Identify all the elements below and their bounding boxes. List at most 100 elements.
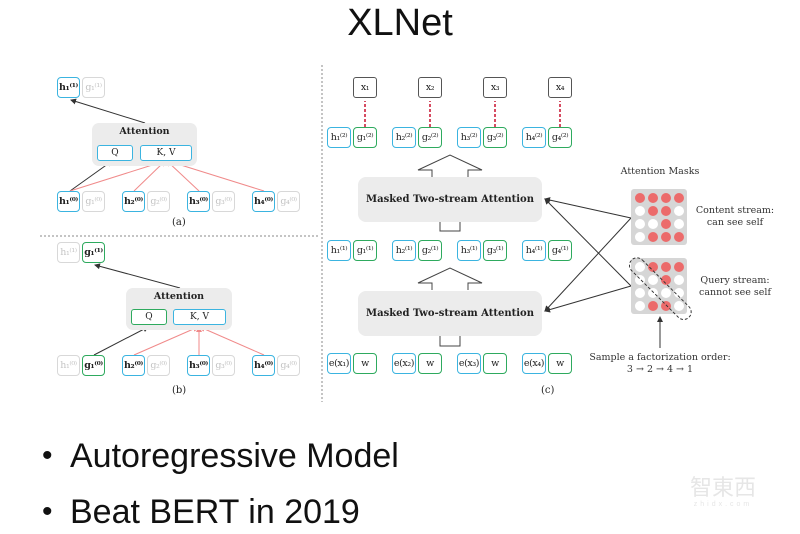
mask-dot-masked xyxy=(648,288,658,298)
h-token: h₂⁽¹⁾ xyxy=(392,240,416,261)
content-stream-note: Content stream: can see self xyxy=(690,205,780,229)
kv-edge xyxy=(69,159,166,192)
output-edge-a xyxy=(70,98,146,124)
mask-dot-visible xyxy=(674,262,684,272)
masked-two-stream-attention-1: Masked Two-stream Attention xyxy=(358,291,542,336)
masked-two-stream-attention-2: Masked Two-stream Attention xyxy=(358,177,542,222)
attention-block-b: Attention Q K, V xyxy=(126,288,232,330)
g-token: g₁⁽¹⁾ xyxy=(82,242,105,263)
bullet-text: Beat BERT in 2019 xyxy=(70,492,360,531)
mask-dot-masked xyxy=(674,301,684,311)
query-box: Q xyxy=(131,309,167,325)
diagram-connectors xyxy=(40,65,663,402)
g-token: g₃⁽¹⁾ xyxy=(483,240,507,261)
g-token: g₄⁽⁰⁾ xyxy=(277,355,300,376)
content-mask-grid xyxy=(631,189,687,245)
caption-a: (a) xyxy=(172,217,186,228)
mask-dot-visible xyxy=(661,301,671,311)
mask-dot-masked xyxy=(635,288,645,298)
h-token: h₄⁽⁰⁾ xyxy=(252,355,275,376)
h-token: h₄⁽¹⁾ xyxy=(522,240,546,261)
query-stream-sublabel: cannot see self xyxy=(699,287,771,298)
bullet-item: • Autoregressive Model xyxy=(42,428,399,484)
output-token-x: x₁ xyxy=(353,77,377,98)
key-value-box: K, V xyxy=(173,309,226,325)
h-token: h₂⁽⁰⁾ xyxy=(122,355,145,376)
query-mask-grid xyxy=(625,254,695,324)
mask-dot-visible xyxy=(635,193,645,203)
g-token: g₃⁽⁰⁾ xyxy=(212,355,235,376)
mask-dot-visible xyxy=(661,232,671,242)
bullet-dot-icon: • xyxy=(42,495,53,528)
bullet-text: Autoregressive Model xyxy=(70,436,399,475)
content-stream-sublabel: can see self xyxy=(706,217,764,228)
mask-dot-masked xyxy=(648,219,658,229)
caption-c: (c) xyxy=(541,385,555,396)
query-stream-note: Query stream: cannot see self xyxy=(690,275,780,299)
up-arrow-icon xyxy=(417,267,483,290)
query-box: Q xyxy=(97,145,133,161)
caption-b: (b) xyxy=(172,385,187,396)
h-token: h₃⁽¹⁾ xyxy=(457,240,481,261)
g-token: g₂⁽²⁾ xyxy=(418,127,442,148)
mask-dot-masked xyxy=(635,275,645,285)
bullet-dot-icon: • xyxy=(42,439,53,472)
h-token: h₃⁽⁰⁾ xyxy=(187,355,210,376)
stem-connector xyxy=(439,222,461,232)
attention-block-a: Attention Q K, V xyxy=(92,123,197,166)
content-stream-label: Content stream: xyxy=(695,205,775,216)
ex-token: e(x₁) xyxy=(327,353,351,374)
mask-dot-visible xyxy=(661,206,671,216)
mask-dot-masked xyxy=(648,275,658,285)
mask-dot-visible xyxy=(648,206,658,216)
mask-dot-masked xyxy=(635,262,645,272)
mask-dot-visible xyxy=(674,232,684,242)
attention-label: Attention xyxy=(119,126,170,137)
kv-edge xyxy=(167,159,265,192)
g-token: g₄⁽²⁾ xyxy=(548,127,572,148)
g-token: g₃⁽⁰⁾ xyxy=(212,191,235,212)
mask-dot-masked xyxy=(661,288,671,298)
g-token: g₂⁽⁰⁾ xyxy=(147,355,170,376)
mask-dot-visible xyxy=(648,262,658,272)
mask-dot-visible xyxy=(661,262,671,272)
ex-token: e(x₂) xyxy=(392,353,416,374)
kv-edge xyxy=(133,160,166,192)
output-edge-b xyxy=(94,263,181,289)
w-token: w xyxy=(418,353,442,374)
factorization-note: Sample a factorization order: 3 → 2 → 4 … xyxy=(585,352,735,376)
xlnet-diagram: h₁⁽¹⁾ g₁⁽¹⁾ Attention Q K, V h₁⁽⁰⁾ g₁⁽⁰⁾ h₂… xyxy=(40,65,780,402)
factorization-label: Sample a factorization order: xyxy=(589,352,731,363)
w-token: w xyxy=(353,353,377,374)
mask-dot-visible xyxy=(661,275,671,285)
g-token: g₃⁽²⁾ xyxy=(483,127,507,148)
factorization-order: 3 → 2 → 4 → 1 xyxy=(626,364,694,375)
ex-token: e(x₄) xyxy=(522,353,546,374)
bullet-list: • Autoregressive Model • Beat BERT in 2019 xyxy=(42,428,399,534)
g-token: g₄⁽⁰⁾ xyxy=(277,191,300,212)
mask-dot-masked xyxy=(635,219,645,229)
g-token: g₁⁽⁰⁾ xyxy=(82,191,105,212)
h-token: h₃⁽⁰⁾ xyxy=(187,191,210,212)
h-token: h₁⁽¹⁾ xyxy=(57,242,80,263)
mask-dot-masked xyxy=(635,301,645,311)
mask-dot-visible xyxy=(648,301,658,311)
h-token: h₁⁽⁰⁾ xyxy=(57,355,80,376)
h-token: h₁⁽²⁾ xyxy=(327,127,351,148)
h-token: h₁⁽¹⁾ xyxy=(57,77,80,98)
kv-edge xyxy=(133,326,199,356)
g-token: g₁⁽⁰⁾ xyxy=(82,355,105,376)
kv-edge xyxy=(199,326,265,356)
mask-dot-masked xyxy=(674,206,684,216)
mask-dot-masked xyxy=(635,206,645,216)
mask-dot-masked xyxy=(674,219,684,229)
key-value-box: K, V xyxy=(140,145,192,161)
w-token: w xyxy=(548,353,572,374)
query-edge-a xyxy=(69,160,113,192)
mask-dot-visible xyxy=(648,193,658,203)
g-token: g₄⁽¹⁾ xyxy=(548,240,572,261)
mask-dot-visible xyxy=(661,219,671,229)
g-token: g₂⁽⁰⁾ xyxy=(147,191,170,212)
h-token: h₂⁽²⁾ xyxy=(392,127,416,148)
